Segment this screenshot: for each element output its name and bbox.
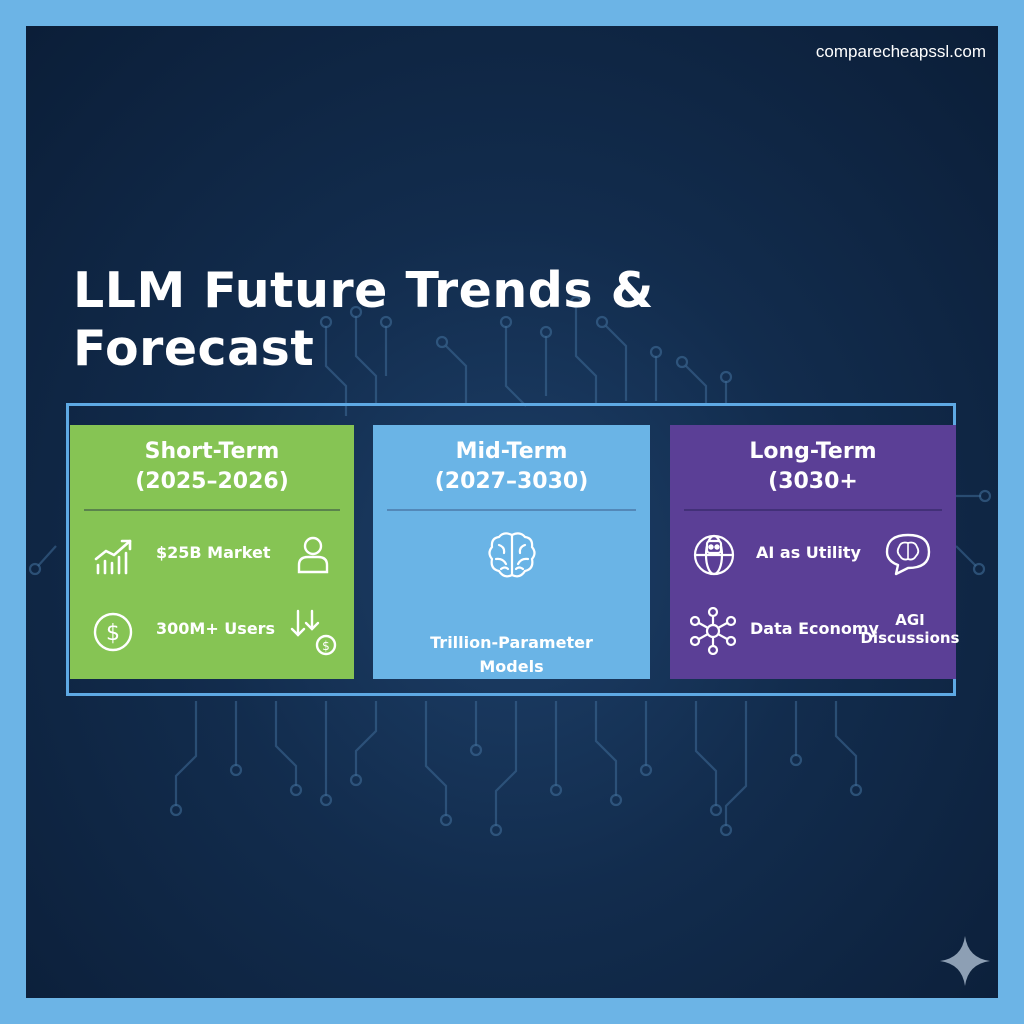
models-label: Trillion-Parameter Models	[373, 631, 650, 679]
data-economy-label: Data Economy	[750, 619, 879, 638]
card-title-line-1: Short-Term	[144, 439, 280, 464]
page-title: LLM Future Trends & Forecast	[73, 262, 693, 378]
svg-text:$: $	[322, 639, 330, 653]
agi-discussions-label: AGI Discussions	[860, 611, 960, 647]
circuit-background	[28, 295, 992, 837]
down-arrows-coin-icon: $	[290, 607, 338, 657]
mid-term-card: Mid-Term (2027–3030) Trillion-Parameter …	[373, 425, 650, 679]
short-term-card: Short-Term (2025–2026) $25B Market $ 300	[70, 425, 354, 679]
speech-brain-icon	[884, 531, 932, 577]
poster-frame: comparecheapssl.com LLM Future Trends & …	[26, 26, 998, 998]
models-label-line-1: Trillion-Parameter	[430, 633, 593, 652]
long-term-card: Long-Term (3030+ AI as Utility	[670, 425, 960, 679]
card-title-line-2: (3030+	[768, 469, 858, 494]
title-line-1: LLM Future Trends &	[73, 262, 654, 319]
svg-text:$: $	[106, 621, 120, 646]
network-icon	[690, 607, 736, 655]
divider	[84, 509, 340, 511]
card-title-line-2: (2025–2026)	[135, 469, 289, 494]
users-label: 300M+ Users	[156, 619, 276, 638]
card-title-line-1: Mid-Term	[455, 439, 568, 464]
card-title: Short-Term (2025–2026)	[70, 437, 354, 497]
globe-robot-icon	[692, 533, 736, 577]
brain-icon	[486, 529, 538, 581]
site-url: comparecheapssl.com	[815, 42, 986, 61]
models-label-line-2: Models	[479, 657, 544, 676]
growth-chart-icon	[92, 537, 136, 577]
dollar-coin-icon: $	[92, 611, 134, 653]
title-line-2: Forecast	[73, 320, 315, 377]
sparkle-icon	[938, 934, 992, 992]
card-title: Long-Term (3030+	[670, 437, 956, 497]
agi-label-line-2: Discussions	[860, 629, 960, 647]
card-title-line-2: (2027–3030)	[434, 469, 589, 494]
ai-utility-label: AI as Utility	[756, 543, 861, 562]
card-title: Mid-Term (2027–3030)	[373, 437, 650, 497]
divider	[387, 509, 636, 511]
divider	[684, 509, 942, 511]
agi-label-line-1: AGI	[895, 611, 925, 629]
user-icon	[296, 535, 330, 575]
market-size-label: $25B Market	[156, 543, 271, 562]
card-title-line-1: Long-Term	[749, 439, 877, 464]
